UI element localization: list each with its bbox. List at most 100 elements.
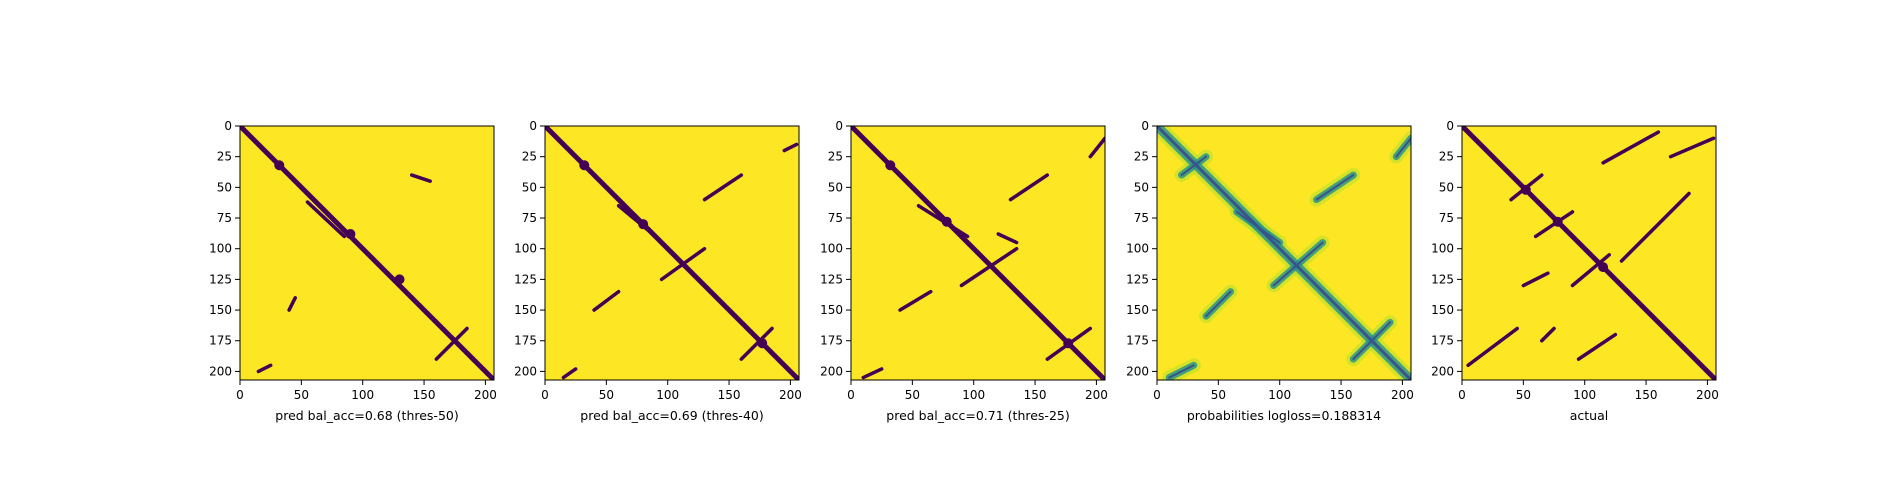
panel-1: 0 50 100 150 200 0 25 50 75 100 125 150 175 200 pred b… [209, 119, 497, 423]
y-tick-label: 125 [1126, 272, 1149, 286]
contact-segment [1180, 155, 1208, 177]
contact-segment [1619, 191, 1691, 263]
y-tick-label: 200 [820, 364, 843, 378]
y-tick-label: 200 [1126, 364, 1149, 378]
y-tick-label: 75 [522, 211, 537, 225]
y-tick-label: 0 [835, 119, 843, 133]
contact-blob [1598, 262, 1609, 273]
contact-blob [579, 160, 590, 171]
y-tick-label: 100 [1126, 242, 1149, 256]
y-tick-label: 25 [217, 150, 232, 164]
y-tick-label: 100 [514, 242, 537, 256]
axes-frame [544, 125, 800, 381]
x-tick-label: 100 [962, 388, 985, 402]
x-tick-label: 100 [656, 388, 679, 402]
contact-segment [1570, 253, 1611, 288]
y-tick-label: 50 [1439, 180, 1454, 194]
x-tick-label: 200 [474, 388, 497, 402]
y-tick-label: 50 [1134, 180, 1149, 194]
contact-segment [1088, 136, 1105, 159]
contact-segment [1352, 321, 1392, 361]
heatmap-cells [240, 126, 494, 380]
contact-segment [1601, 130, 1661, 165]
diagonal-contact [1462, 126, 1716, 380]
y-tick-label: 150 [514, 303, 537, 317]
axes-frame [239, 125, 495, 381]
x-tick-label: 150 [1330, 388, 1353, 402]
contact-blob [1520, 184, 1531, 195]
contact-segment [782, 142, 799, 153]
y-tick-label: 0 [1141, 119, 1149, 133]
x-tick-label: 200 [779, 388, 802, 402]
contact-blob [885, 160, 896, 171]
contact-segment [1546, 210, 1581, 245]
heatmap-cells [545, 126, 799, 380]
y-tick-label: 200 [209, 364, 232, 378]
y-tick-label: 175 [1126, 334, 1149, 348]
y-tick-label: 175 [514, 334, 537, 348]
y-tick-label: 25 [522, 150, 537, 164]
contact-segment [1540, 326, 1556, 343]
contact-segment [1168, 364, 1195, 379]
contact-segment [561, 367, 578, 380]
axes-frame [850, 125, 1106, 381]
y-tick-label: 25 [1134, 150, 1149, 164]
x-tick-label: 200 [1391, 388, 1414, 402]
y-tick-label: 175 [1431, 334, 1454, 348]
panel-4: 0 50 100 150 200 0 25 50 75 100 125 150 175 200 probab… [1126, 119, 1414, 423]
y-tick-label: 75 [217, 211, 232, 225]
y-tick-label: 0 [529, 119, 537, 133]
x-tick-label: 0 [541, 388, 549, 402]
x-tick-label: 200 [1085, 388, 1108, 402]
y-tick-label: 125 [514, 272, 537, 286]
contact-blob [1552, 216, 1563, 227]
panel-2: 0 50 100 150 200 0 25 50 75 100 125 150 175 200 pred b… [514, 119, 802, 423]
y-tick-label: 175 [209, 334, 232, 348]
y-tick-label: 50 [217, 180, 232, 194]
contact-segment [659, 246, 707, 282]
heatmap-cells [851, 126, 1105, 380]
y-tick-label: 200 [1431, 364, 1454, 378]
heatmap-cells [1157, 126, 1411, 380]
contact-segment [434, 326, 469, 361]
panel-xlabel: pred bal_acc=0.68 (thres-50) [275, 408, 458, 423]
y-tick-label: 200 [514, 364, 537, 378]
contact-segment [1315, 174, 1355, 201]
x-tick-label: 50 [1211, 388, 1226, 402]
contact-segment [1235, 210, 1281, 244]
contact-segment [1466, 326, 1519, 368]
contact-segment [305, 200, 347, 239]
contact-blob [757, 338, 768, 349]
y-tick-label: 125 [1431, 272, 1454, 286]
y-tick-label: 75 [828, 211, 843, 225]
y-tick-label: 150 [209, 303, 232, 317]
contact-blob [941, 216, 952, 227]
y-tick-label: 150 [1126, 303, 1149, 317]
panel-xlabel: pred bal_acc=0.69 (thres-40) [580, 408, 763, 423]
contact-segment [256, 363, 273, 374]
heatmap-cells [1462, 126, 1716, 380]
axes-frame [1461, 125, 1717, 381]
x-tick-label: 100 [1573, 388, 1596, 402]
contact-blob [1063, 338, 1074, 349]
y-tick-label: 75 [1439, 211, 1454, 225]
panel-xlabel: probabilities logloss=0.188314 [1187, 408, 1381, 423]
x-tick-label: 150 [1024, 388, 1047, 402]
y-tick-label: 0 [1446, 119, 1454, 133]
diagonal-contact [1157, 126, 1411, 380]
y-tick-label: 100 [1431, 242, 1454, 256]
x-tick-label: 100 [351, 388, 374, 402]
y-tick-label: 25 [1439, 150, 1454, 164]
x-tick-label: 150 [1635, 388, 1658, 402]
x-tick-label: 0 [1153, 388, 1161, 402]
contact-segment [739, 326, 774, 361]
x-tick-label: 50 [599, 388, 614, 402]
y-tick-label: 100 [820, 242, 843, 256]
contact-segment [1521, 271, 1550, 288]
x-tick-label: 0 [1458, 388, 1466, 402]
y-tick-label: 150 [1431, 303, 1454, 317]
x-tick-label: 150 [413, 388, 436, 402]
contact-segment [1668, 136, 1716, 159]
contact-segment [592, 289, 621, 312]
